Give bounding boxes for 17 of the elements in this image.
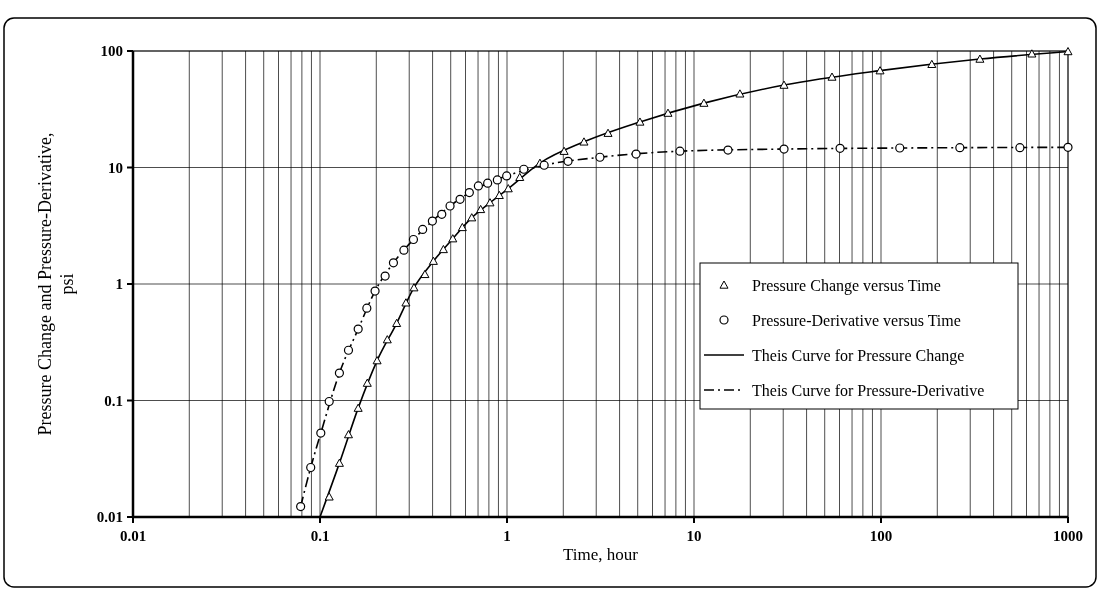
- x-tick-label: 10: [686, 528, 702, 544]
- x-tick-label: 0.01: [119, 528, 147, 544]
- x-tick-label: 1000: [1053, 528, 1083, 544]
- y-tick-label: 1: [115, 276, 123, 292]
- legend-label: Pressure Change versus Time: [752, 277, 941, 295]
- x-tick-label: 0.1: [310, 528, 330, 544]
- x-tick-label: 1: [503, 528, 511, 544]
- y-tick-label: 100: [100, 43, 123, 59]
- y-axis-title: Pressure Change and Pressure-Derivative, psi: [35, 132, 77, 436]
- y-tick-label: 0.1: [104, 392, 123, 409]
- legend-label: Pressure-Derivative versus Time: [752, 312, 961, 329]
- y-tick-label: 0.01: [96, 509, 123, 525]
- legend-label: Theis Curve for Pressure Change: [752, 347, 965, 365]
- x-axis-title: Time, hour: [563, 545, 639, 564]
- x-tick-label: 100: [869, 528, 893, 544]
- legend-label: Theis Curve for Pressure-Derivative: [752, 382, 985, 399]
- y-tick-label: 10: [108, 159, 123, 176]
